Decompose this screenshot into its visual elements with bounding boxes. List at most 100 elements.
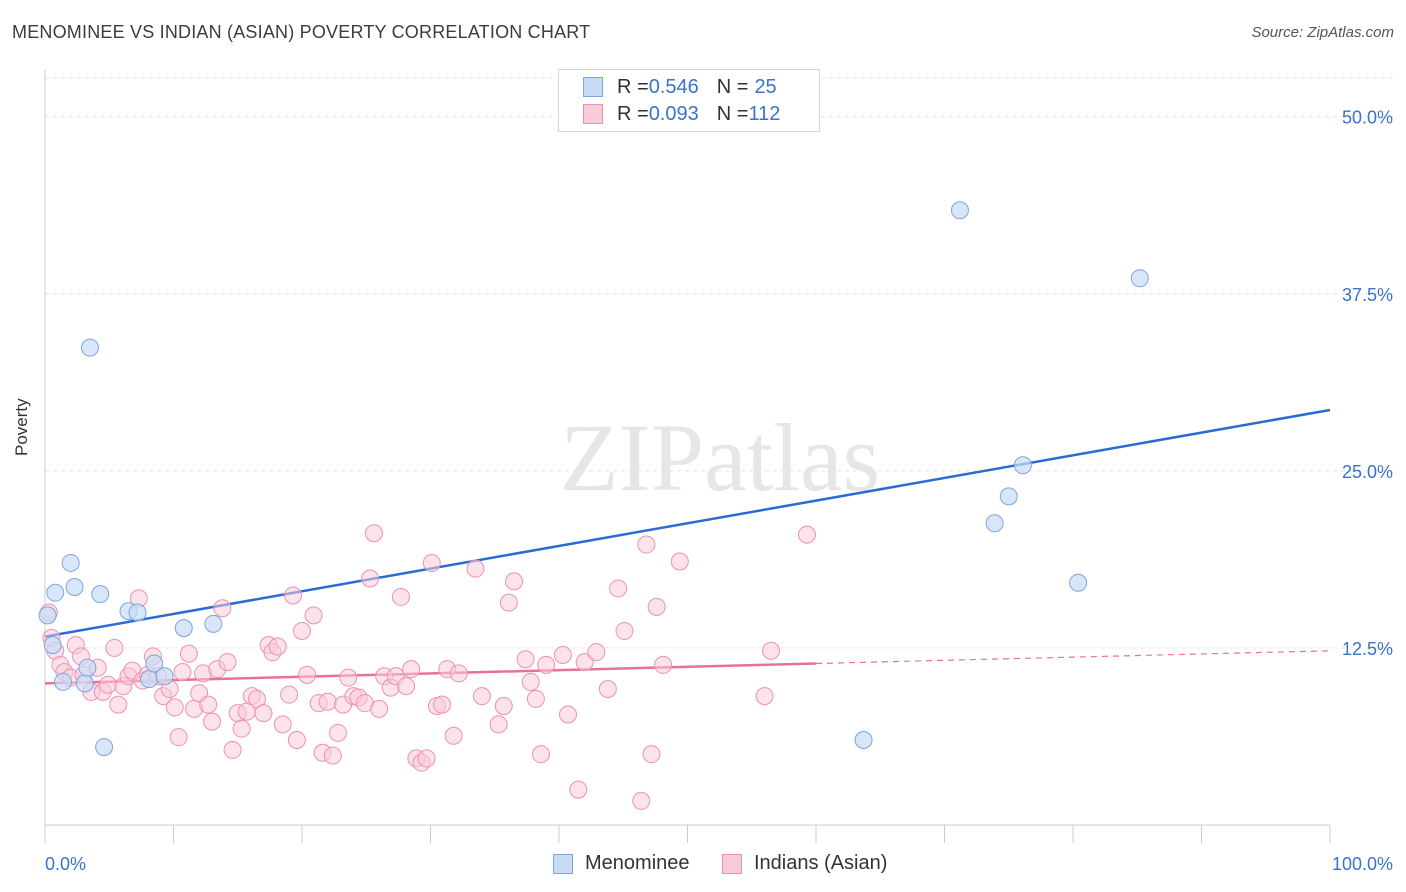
indians-asian-point xyxy=(223,740,242,759)
indians-asian-point xyxy=(361,569,380,588)
indians-asian-point xyxy=(494,697,513,716)
indians-asian-point xyxy=(284,586,303,605)
menominee-point xyxy=(78,658,97,677)
legend-n-label: N = xyxy=(716,102,749,125)
legend-n-label: N = xyxy=(716,75,749,98)
indians-asian-point xyxy=(587,643,606,662)
indians-asian-point xyxy=(521,672,540,691)
indians-asian-point xyxy=(654,655,673,674)
indians-asian-point xyxy=(165,698,184,717)
chart-title: MENOMINEE VS INDIAN (ASIAN) POVERTY CORR… xyxy=(12,22,591,42)
indians-asian-point xyxy=(755,687,774,706)
legend-swatch-menominee xyxy=(583,77,603,97)
indians-asian-point xyxy=(268,637,287,656)
y-tick-label: 12.5% xyxy=(1342,639,1393,659)
x-tick-label: 0.0% xyxy=(45,854,86,874)
indians-asian-point xyxy=(433,695,452,714)
indians-asian-point xyxy=(444,726,463,745)
legend-n-value: 25 xyxy=(754,75,777,98)
indians-asian-point xyxy=(323,746,342,765)
x-tick-label: 100.0% xyxy=(1332,854,1393,874)
bottom-legend-label-menominee: Menominee xyxy=(585,852,690,874)
indians-asian-point xyxy=(637,535,656,554)
menominee-point xyxy=(43,636,62,655)
menominee-point xyxy=(985,514,1004,533)
indians-asian-point xyxy=(489,715,508,734)
bottom-legend-label-indians-asian: Indians (Asian) xyxy=(754,852,888,874)
indians-asian-point xyxy=(364,524,383,543)
indians-asian-point xyxy=(449,664,468,683)
indians-asian-point xyxy=(203,712,222,731)
indians-asian-point xyxy=(280,685,299,704)
indians-asian-point xyxy=(609,579,628,598)
source-label: Source: ZipAtlas.com xyxy=(1251,24,1394,41)
indians-asian-point xyxy=(537,655,556,674)
menominee-point xyxy=(999,487,1018,506)
indians-asian-trend-extension xyxy=(815,650,1331,665)
indians-asian-point xyxy=(762,641,781,660)
indians-asian-point xyxy=(173,663,192,682)
menominee-point xyxy=(61,553,80,572)
indians-asian-point xyxy=(417,749,436,768)
indians-asian-point xyxy=(558,705,577,724)
legend-row-indians-asian: R = 0.093 N = 112 xyxy=(583,103,780,125)
legend-n-value: 112 xyxy=(748,102,781,125)
menominee-point xyxy=(91,585,110,604)
indians-asian-point xyxy=(109,695,128,714)
legend-r-value: 0.093 xyxy=(648,102,699,125)
indians-asian-point xyxy=(391,587,410,606)
menominee-point xyxy=(145,654,164,673)
gridlines xyxy=(45,77,1395,649)
menominee-point xyxy=(1069,573,1088,592)
indians-asian-point xyxy=(98,675,117,694)
menominee-point xyxy=(75,674,94,693)
legend-row-menominee: R = 0.546 N = 25 xyxy=(583,76,777,98)
legend-swatch-indians-asian xyxy=(583,104,603,124)
indians-asian-point xyxy=(499,593,518,612)
indians-asian-point xyxy=(505,572,524,591)
indians-asian-point xyxy=(642,745,661,764)
indians-asian-point xyxy=(516,650,535,669)
indians-asian-point xyxy=(254,704,273,723)
bottom-legend-swatch-indians-asian xyxy=(722,853,742,874)
legend-r-label: R = xyxy=(617,75,649,98)
indians-asian-point xyxy=(273,715,292,734)
indians-asian-point xyxy=(218,653,237,672)
watermark: ZIPatlas xyxy=(560,404,880,511)
menominee-point xyxy=(1130,269,1149,288)
indians-asian-point xyxy=(293,621,311,640)
correlation-legend: R = 0.546 N = 25 R = 0.093 N = 112 xyxy=(558,69,820,132)
indians-asian-point xyxy=(526,689,545,708)
indians-asian-point xyxy=(370,699,389,718)
indians-asian-point xyxy=(105,638,124,657)
y-tick-label: 37.5% xyxy=(1342,285,1393,305)
y-tick-label: 50.0% xyxy=(1342,108,1393,128)
bottom-legend-indians-asian: Indians (Asian) xyxy=(722,852,887,875)
menominee-point xyxy=(174,619,193,638)
indians-asian-point xyxy=(647,597,666,616)
indians-asian-point xyxy=(328,723,347,742)
data-points xyxy=(38,201,1149,810)
indians-asian-point xyxy=(575,653,594,672)
trend-lines xyxy=(44,408,1331,685)
menominee-point xyxy=(53,672,72,691)
indians-asian-point xyxy=(632,791,651,810)
indians-asian-point xyxy=(422,553,441,572)
indians-asian-point xyxy=(179,644,198,663)
menominee-point xyxy=(38,606,57,625)
menominee-point xyxy=(95,738,114,757)
menominee-point xyxy=(46,583,65,602)
menominee-point xyxy=(204,614,223,633)
y-tick-label: 25.0% xyxy=(1342,462,1393,482)
tick-labels: 12.5% 25.0% 37.5% 50.0% 0.0% 100.0% xyxy=(45,108,1393,874)
menominee-point xyxy=(128,603,147,622)
menominee-point xyxy=(80,338,99,357)
indians-asian-point xyxy=(232,719,251,738)
indians-asian-point xyxy=(598,680,617,699)
indians-asian-point xyxy=(569,780,588,799)
indians-asian-point xyxy=(466,559,485,578)
menominee-point xyxy=(140,670,159,689)
indians-asian-point xyxy=(670,552,689,571)
indians-asian-point xyxy=(169,728,188,747)
